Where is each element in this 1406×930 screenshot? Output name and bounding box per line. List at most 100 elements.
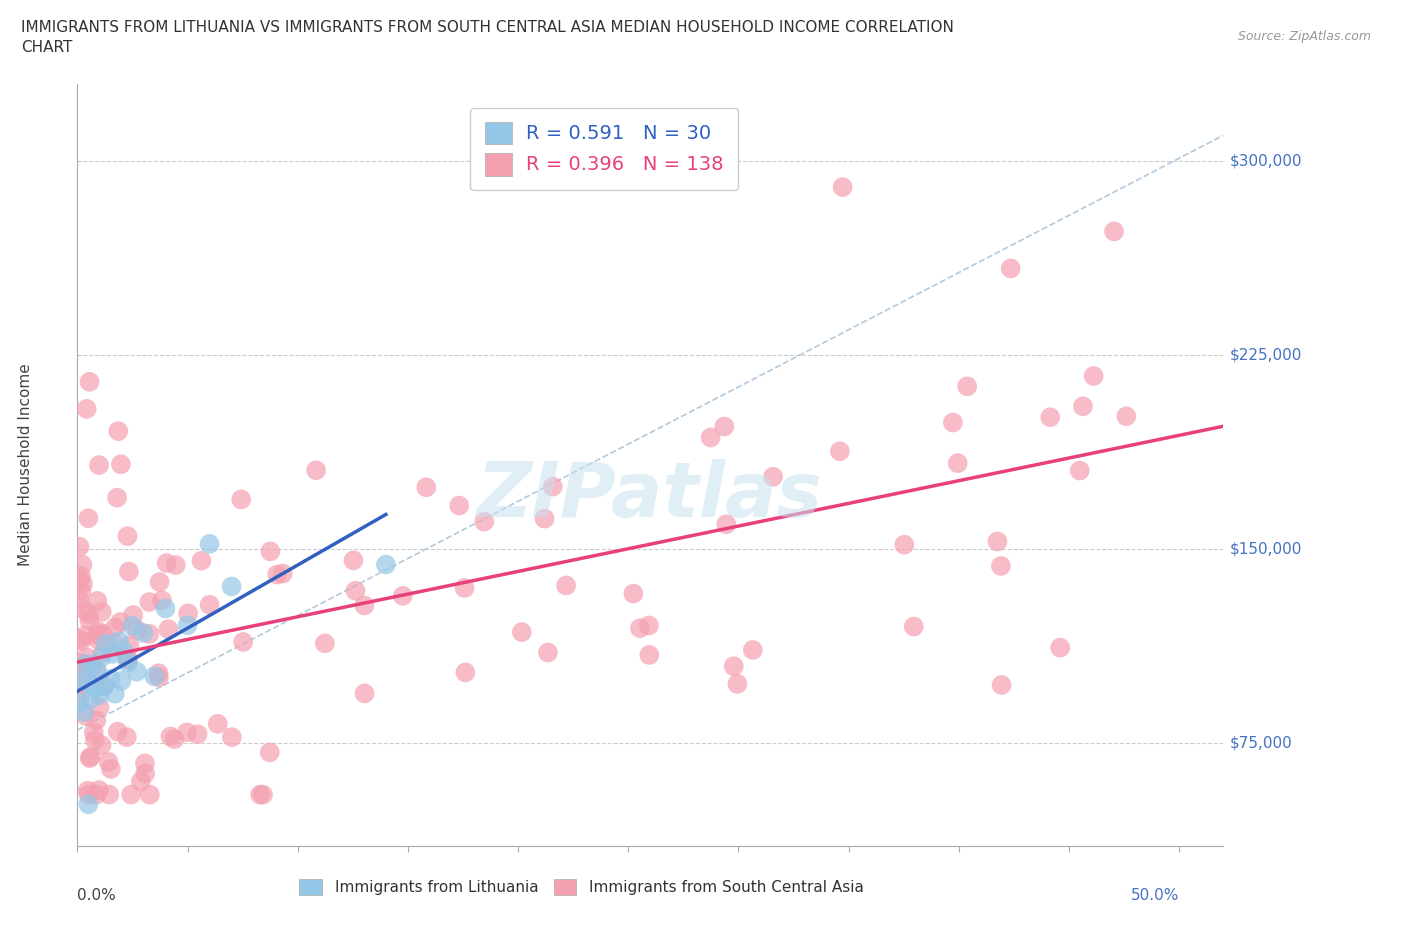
Text: 0.0%: 0.0% <box>77 887 117 903</box>
Point <box>69 539 91 554</box>
Point <box>353 686 375 701</box>
Point <box>232 634 254 649</box>
Point <box>305 463 328 478</box>
Point <box>115 730 138 745</box>
Point <box>148 666 170 681</box>
Point <box>148 670 170 684</box>
Point <box>105 490 128 505</box>
Point <box>198 537 221 551</box>
Point <box>110 457 132 472</box>
Point <box>415 480 437 495</box>
Point <box>537 645 560 660</box>
Point <box>82 659 104 674</box>
Point <box>72 557 94 572</box>
Point <box>831 179 853 194</box>
Point <box>75 628 97 643</box>
Point <box>176 724 198 739</box>
Point <box>76 783 98 798</box>
Point <box>1071 399 1094 414</box>
Point <box>120 787 142 802</box>
Point <box>1049 640 1071 655</box>
Point <box>70 656 93 671</box>
Point <box>110 615 132 630</box>
Point <box>76 402 98 417</box>
Point <box>79 750 101 764</box>
Point <box>623 586 645 601</box>
Point <box>713 419 735 434</box>
Text: $150,000: $150,000 <box>1230 541 1302 556</box>
Point <box>84 713 107 728</box>
Point <box>271 566 294 581</box>
Point <box>903 619 925 634</box>
Point <box>117 651 139 666</box>
Point <box>87 631 110 646</box>
Point <box>187 726 209 741</box>
Point <box>77 675 100 690</box>
Point <box>828 444 851 458</box>
Point <box>91 627 114 642</box>
Point <box>946 456 969 471</box>
Point <box>73 705 96 720</box>
Point <box>374 557 396 572</box>
Point <box>69 592 91 607</box>
Point <box>1102 224 1125 239</box>
Point <box>252 787 274 802</box>
Point <box>190 553 212 568</box>
Point <box>723 658 745 673</box>
Point <box>118 638 141 653</box>
Point <box>155 601 177 616</box>
Point <box>104 686 127 701</box>
Point <box>628 620 651 635</box>
Point <box>86 663 108 678</box>
Point <box>79 692 101 707</box>
Point <box>134 756 156 771</box>
Point <box>83 725 105 740</box>
Point <box>177 606 200 621</box>
Point <box>77 606 100 621</box>
Text: 50.0%: 50.0% <box>1130 887 1180 903</box>
Point <box>94 636 117 651</box>
Point <box>454 665 477 680</box>
Point <box>533 512 555 526</box>
Point <box>125 664 148 679</box>
Point <box>70 583 93 598</box>
Point <box>353 598 375 613</box>
Point <box>510 625 533 640</box>
Point <box>139 787 162 802</box>
Point <box>221 579 243 594</box>
Point <box>150 593 173 608</box>
Point <box>453 580 475 595</box>
Point <box>79 751 101 765</box>
Point <box>87 783 110 798</box>
Point <box>699 430 721 445</box>
Point <box>249 787 271 802</box>
Point <box>638 618 661 633</box>
Point <box>165 558 187 573</box>
Point <box>127 623 149 638</box>
Point <box>87 458 110 472</box>
Point <box>91 646 114 661</box>
Point <box>176 618 198 632</box>
Point <box>741 643 763 658</box>
Text: $75,000: $75,000 <box>1230 736 1292 751</box>
Point <box>107 424 129 439</box>
Point <box>117 656 139 671</box>
Point <box>990 678 1012 693</box>
Point <box>121 618 143 633</box>
Point <box>117 528 139 543</box>
Point <box>107 724 129 739</box>
Point <box>259 745 281 760</box>
Point <box>90 737 112 752</box>
Point <box>100 762 122 777</box>
Text: Median Household Income: Median Household Income <box>18 364 34 566</box>
Point <box>159 729 181 744</box>
Point <box>1115 409 1137 424</box>
Point <box>93 679 115 694</box>
Point <box>97 754 120 769</box>
Point <box>77 797 100 812</box>
Point <box>69 573 91 588</box>
Point <box>84 681 107 696</box>
Point <box>716 517 738 532</box>
Point <box>198 597 221 612</box>
Point <box>89 687 111 702</box>
